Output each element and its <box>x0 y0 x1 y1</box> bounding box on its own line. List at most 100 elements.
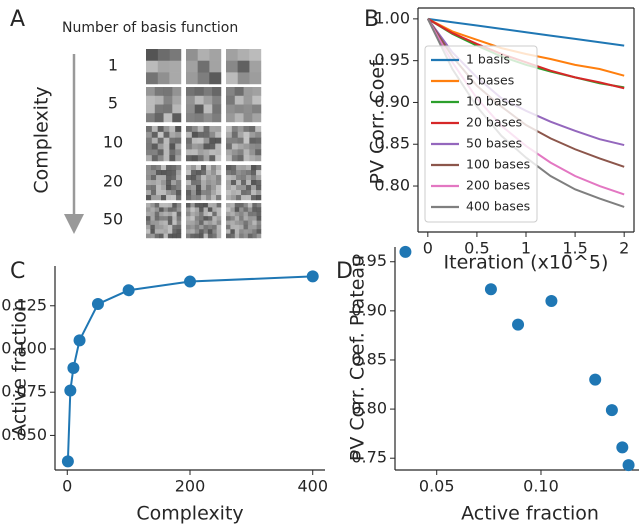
patch-cell <box>203 233 209 239</box>
patch-cell <box>197 126 204 133</box>
patch-cell <box>176 229 182 234</box>
patch-cell <box>172 104 182 114</box>
patch-cell <box>186 211 191 217</box>
patch-cell <box>199 207 204 213</box>
patch-cell <box>211 195 217 201</box>
patch-cell <box>207 229 213 234</box>
patch-cell <box>206 185 212 191</box>
patch-cell <box>231 131 238 138</box>
patch-cell <box>226 149 233 156</box>
y-tick-label: 0.100 <box>1 338 47 357</box>
patch-cell <box>172 207 177 213</box>
patch-cell <box>226 72 238 85</box>
patch-cell <box>234 224 240 230</box>
filter-grid <box>146 49 262 239</box>
x-axis-label: Iteration (x10^5) <box>444 252 609 274</box>
patch-cell <box>191 149 198 156</box>
patch-cell <box>186 113 196 123</box>
data-point <box>484 283 497 296</box>
patch-cell <box>207 220 213 226</box>
y-axis-label: PV Corr. Coef. <box>367 56 389 185</box>
patch-cell <box>146 155 153 162</box>
patch-cell <box>199 220 204 226</box>
patch-cell <box>226 95 236 105</box>
data-point <box>616 441 629 454</box>
patch-cell <box>186 180 192 186</box>
patch-cell <box>234 113 244 123</box>
patch-cell <box>163 113 173 123</box>
patch-cell <box>241 185 247 191</box>
patch-cell <box>251 170 257 176</box>
patch-cell <box>186 203 191 208</box>
patch-cell <box>150 216 156 221</box>
data-line <box>66 275 313 462</box>
y-tick-label: 0.050 <box>1 425 47 444</box>
patch-cell <box>209 155 216 162</box>
patch-cell <box>146 211 151 217</box>
patch-cell <box>194 87 204 97</box>
patch-cell <box>159 233 164 239</box>
patch-cell <box>246 195 252 201</box>
patch-cell <box>186 207 191 213</box>
patch-cell <box>163 95 173 105</box>
patch-cell <box>203 149 210 156</box>
patch-cell <box>151 180 157 186</box>
patch-cell <box>212 211 217 217</box>
patch-cell <box>171 185 177 191</box>
patch-cell <box>231 185 237 191</box>
patch-cell <box>167 229 173 234</box>
panel-a-title: Number of basis function <box>62 20 238 36</box>
x-tick-label: 0 <box>423 239 433 258</box>
y-tick-label: 0.075 <box>1 382 47 401</box>
patch-cell <box>169 131 176 138</box>
patch-cell <box>191 170 197 176</box>
patch-cell <box>203 229 209 234</box>
patch-cell <box>156 190 162 196</box>
patch-cell <box>191 185 197 191</box>
patch-cell <box>172 203 177 208</box>
patch-cell <box>154 229 160 234</box>
patch-cell <box>169 60 182 73</box>
patch-cell <box>151 195 157 201</box>
patch-cell <box>243 87 253 97</box>
patch-cell <box>146 180 152 186</box>
legend-label: 1 basis <box>466 52 510 67</box>
patch-cell <box>146 220 151 226</box>
patch-cell <box>211 185 217 191</box>
patch-cell <box>163 207 169 213</box>
patch-cell <box>194 203 200 208</box>
patch-cell <box>176 195 182 201</box>
patch-cell <box>154 220 160 226</box>
patch-cell <box>230 211 236 217</box>
patch-cell <box>157 60 170 73</box>
patch-cell <box>236 175 242 181</box>
patch-cell <box>256 185 262 191</box>
patch-cell <box>163 220 169 226</box>
patch-cell <box>161 170 167 176</box>
patch-cell <box>199 224 204 230</box>
patch-cell <box>146 170 152 176</box>
patch-cell <box>230 220 236 226</box>
patch-cell <box>226 220 231 226</box>
patch-cell <box>237 49 250 61</box>
patch-cell <box>186 185 192 191</box>
patch-cell <box>163 87 173 97</box>
patch-cell <box>196 185 202 191</box>
patch-cell <box>216 175 222 181</box>
patch-cell <box>231 180 237 186</box>
patch-cell <box>236 195 242 201</box>
patch-cell <box>209 137 216 144</box>
patch-cell <box>199 229 204 234</box>
patch-cell <box>186 233 191 239</box>
patch-cell <box>211 170 217 176</box>
patch-cell <box>169 155 176 162</box>
patch-cell <box>241 170 247 176</box>
patch-cell <box>190 216 196 221</box>
patch-cell <box>166 170 172 176</box>
patch-cell <box>231 165 237 171</box>
patch-cell <box>237 131 244 138</box>
patch-cell <box>150 233 156 239</box>
patch-cell <box>172 229 177 234</box>
patch-cell <box>216 224 222 230</box>
patch-cell <box>146 137 153 144</box>
